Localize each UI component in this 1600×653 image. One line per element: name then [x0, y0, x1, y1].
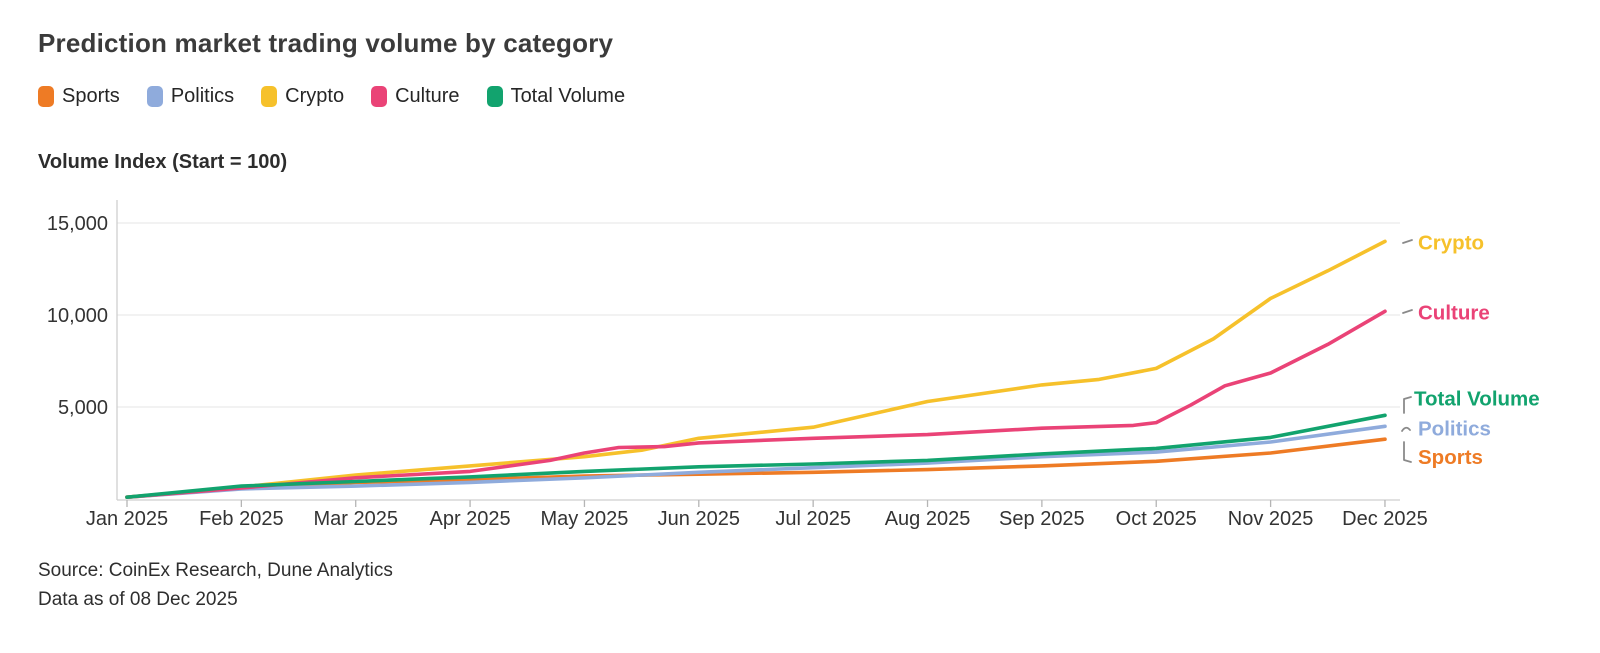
- y-tick-label: 10,000: [47, 305, 108, 327]
- y-tick-label: 5,000: [58, 397, 108, 419]
- legend-item-crypto: Crypto: [261, 85, 344, 108]
- legend-swatch-sports: [38, 86, 54, 107]
- legend-swatch-politics: [146, 86, 163, 107]
- legend-swatch-culture: [371, 86, 388, 107]
- series-end-label-culture: Culture: [1418, 301, 1490, 324]
- series-end-label-sports: Sports: [1418, 446, 1483, 469]
- source-note: Source: CoinEx Research, Dune Analytics …: [38, 556, 393, 614]
- x-tick-label: Jun 2025: [658, 508, 740, 530]
- legend-label: Sports: [62, 85, 120, 107]
- end-label-connector-crypto: [1402, 239, 1413, 244]
- series-end-label-crypto: Crypto: [1418, 231, 1484, 254]
- legend-item-sports: Sports: [38, 85, 120, 108]
- legend-swatch-crypto: [261, 86, 278, 107]
- x-tick-label: Jan 2025: [86, 508, 168, 530]
- legend-swatch-total-volume: [486, 86, 503, 107]
- source-line: Source: CoinEx Research, Dune Analytics: [38, 560, 393, 581]
- x-tick-label: May 2025: [541, 508, 629, 530]
- legend-item-total-volume: Total Volume: [486, 85, 626, 108]
- series-line-politics: [125, 424, 1387, 500]
- x-tick-label: Dec 2025: [1342, 508, 1428, 530]
- page-title: Prediction market trading volume by cate…: [38, 28, 614, 58]
- legend-label: Culture: [395, 85, 460, 107]
- legend-item-culture: Culture: [371, 85, 460, 108]
- series-line-crypto: [125, 239, 1387, 500]
- series-end-label-total-volume: Total Volume: [1414, 387, 1540, 410]
- x-tick-label: Oct 2025: [1116, 508, 1197, 530]
- legend-label: Crypto: [285, 85, 345, 107]
- legend: Sports Politics Crypto Culture Total Volume: [38, 85, 625, 108]
- y-tick-label: 15,000: [47, 213, 108, 235]
- series-line-culture: [125, 309, 1387, 500]
- legend-item-politics: Politics: [146, 85, 235, 108]
- series-end-label-politics: Politics: [1418, 417, 1491, 440]
- x-tick-label: Aug 2025: [885, 508, 971, 530]
- series-line-total-volume: [125, 413, 1387, 500]
- end-label-connector-culture: [1402, 309, 1413, 314]
- x-tick-label: Apr 2025: [429, 508, 510, 530]
- x-tick-label: Jul 2025: [775, 508, 851, 530]
- legend-label: Politics: [170, 85, 235, 107]
- x-tick-label: Nov 2025: [1228, 508, 1314, 530]
- x-tick-label: Sep 2025: [999, 508, 1085, 530]
- x-tick-label: Feb 2025: [199, 508, 284, 530]
- data-as-of-line: Data as of 08 Dec 2025: [38, 589, 238, 610]
- end-label-connector-total-volume: [1403, 396, 1412, 414]
- end-label-connector-politics: [1401, 426, 1411, 432]
- legend-label: Total Volume: [510, 85, 626, 107]
- end-label-connector-sports: [1403, 441, 1412, 463]
- x-tick-label: Mar 2025: [313, 508, 398, 530]
- y-axis-title: Volume Index (Start = 100): [38, 151, 288, 173]
